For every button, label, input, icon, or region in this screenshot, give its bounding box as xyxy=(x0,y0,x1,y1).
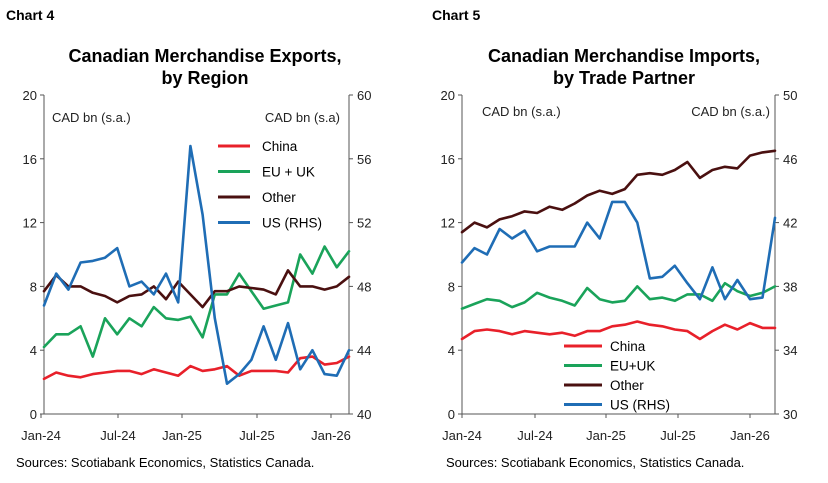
legend-label: US (RHS) xyxy=(262,216,322,231)
y-tick-label-left: 4 xyxy=(30,343,37,358)
legend-label: EU + UK xyxy=(262,165,315,180)
y-tick-label-left: 20 xyxy=(441,88,455,103)
x-tick-label: Jan-24 xyxy=(21,428,61,443)
x-tick-label: Jul-25 xyxy=(660,428,695,443)
series-line-eu-uk xyxy=(42,245,351,358)
legend-label: Other xyxy=(262,190,296,205)
chart-panel-exports: Chart 4 Canadian Merchandise Exports, by… xyxy=(6,7,380,470)
y-tick-label-right: 40 xyxy=(357,407,371,422)
chart-number: Chart 5 xyxy=(432,7,481,23)
series-line-china xyxy=(460,320,777,341)
chart-title-line2: by Region xyxy=(161,68,249,88)
y-tick-label-right: 48 xyxy=(357,279,371,294)
y-tick-label-left: 16 xyxy=(441,152,455,167)
y-tick-label-right: 56 xyxy=(357,152,371,167)
legend-label: China xyxy=(262,139,298,154)
chart-number: Chart 4 xyxy=(6,7,55,23)
y-tick-label-left: 20 xyxy=(23,88,37,103)
y-tick-label-right: 44 xyxy=(357,343,371,358)
series-line-us-rhs xyxy=(42,144,351,386)
source-note: Sources: Scotiabank Economics, Statistic… xyxy=(446,455,745,470)
y-axis-unit-right: CAD bn (s.a.) xyxy=(691,104,770,119)
y-tick-label-left: 4 xyxy=(448,343,455,358)
x-tick-label: Jan-24 xyxy=(442,428,482,443)
legend-label: EU+UK xyxy=(610,359,655,374)
x-tick-label: Jan-25 xyxy=(586,428,626,443)
x-tick-label: Jan-25 xyxy=(162,428,202,443)
y-tick-label-right: 46 xyxy=(783,152,797,167)
x-tick-label: Jul-24 xyxy=(100,428,135,443)
y-tick-label-left: 12 xyxy=(23,216,37,231)
chart-panel-imports: Chart 5 Canadian Merchandise Imports, by… xyxy=(414,0,828,483)
y-tick-label-left: 0 xyxy=(30,407,37,422)
chart-title-line1: Canadian Merchandise Imports, xyxy=(487,46,761,66)
series-line-eu-uk xyxy=(460,281,777,311)
y-tick-label-left: 0 xyxy=(448,407,455,422)
x-tick-label: Jul-25 xyxy=(239,428,274,443)
y-tick-label-right: 30 xyxy=(783,407,797,422)
y-axis-unit-left: CAD bn (s.a.) xyxy=(52,110,131,125)
legend-label: Other xyxy=(610,378,644,393)
x-tick-label: Jan-26 xyxy=(311,428,351,443)
y-axis-unit-left: CAD bn (s.a.) xyxy=(482,104,561,119)
series-line-other xyxy=(460,149,777,234)
chart-svg: 0 4 8 12 16 20 30 34 38 42 46 50 Jan-24 Jul-24 Jan-25 J… xyxy=(441,88,798,443)
y-tick-label-left: 16 xyxy=(23,152,37,167)
x-tick-label: Jan-26 xyxy=(730,428,770,443)
y-tick-label-right: 50 xyxy=(783,88,797,103)
y-tick-label-left: 12 xyxy=(441,216,455,231)
y-tick-label-left: 8 xyxy=(30,279,37,294)
source-note: Sources: Scotiabank Economics, Statistic… xyxy=(16,455,315,470)
series-line-us-rhs xyxy=(460,200,777,301)
chart-title: Canadian Merchandise Imports, by Trade P… xyxy=(444,45,804,89)
x-tick-label: Jul-24 xyxy=(517,428,552,443)
chart-title-line1: Canadian Merchandise Exports, xyxy=(68,46,342,66)
series-line-china xyxy=(42,355,351,381)
y-axis-unit-right: CAD bn (s.a) xyxy=(265,110,340,125)
series-line-other xyxy=(42,269,351,309)
y-tick-label-right: 52 xyxy=(357,216,371,231)
y-tick-label-left: 8 xyxy=(448,279,455,294)
y-tick-label-right: 60 xyxy=(357,88,371,103)
legend-label: US (RHS) xyxy=(610,398,670,413)
y-tick-label-right: 38 xyxy=(783,279,797,294)
chart-title-line2: by Trade Partner xyxy=(552,68,696,88)
y-tick-label-right: 42 xyxy=(783,216,797,231)
chart-title: Canadian Merchandise Exports, by Region xyxy=(30,45,380,89)
y-tick-label-right: 34 xyxy=(783,343,797,358)
legend-label: China xyxy=(610,339,646,354)
